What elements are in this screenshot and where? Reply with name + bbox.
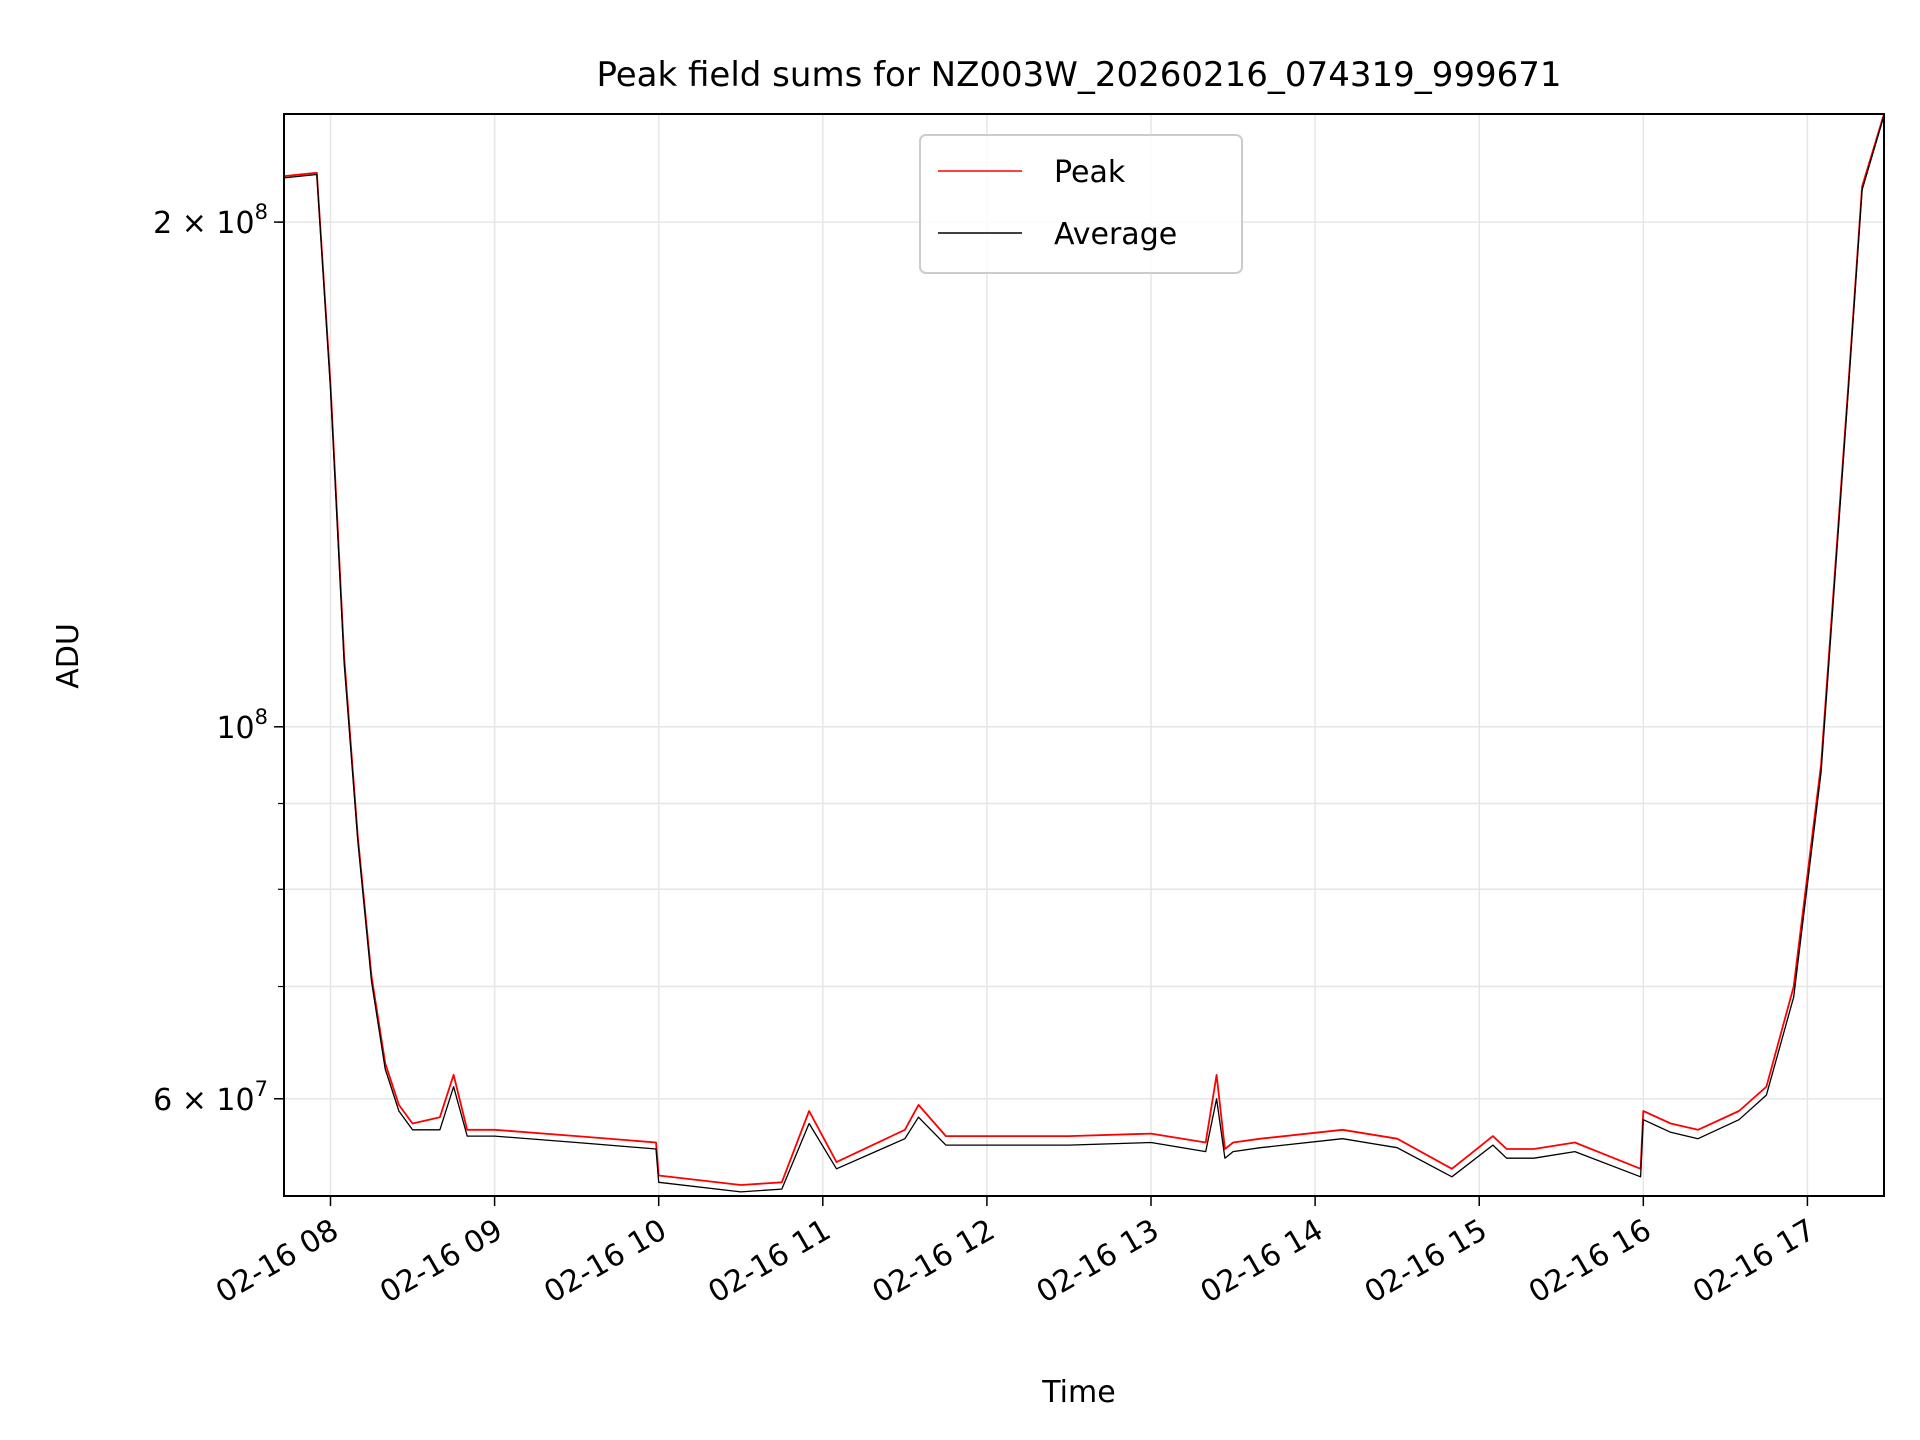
legend-label-average: Average	[1054, 217, 1177, 252]
legend-label-peak: Peak	[1054, 155, 1126, 190]
chart-title: Peak field sums for NZ003W_20260216_0743…	[596, 55, 1561, 95]
legend: Peak Average	[919, 134, 1243, 274]
series-line-average	[283, 115, 1885, 1193]
y-axis-label: ADU	[51, 623, 86, 689]
series-line-peak	[283, 113, 1885, 1186]
x-axis-label: Time	[1041, 1375, 1115, 1410]
legend-box	[919, 134, 1243, 274]
plot-frame	[283, 113, 1885, 1197]
gridlines	[284, 114, 1884, 1196]
y-tick-label: 2 × 108	[153, 200, 268, 241]
y-tick-label: 6 × 107	[153, 1077, 268, 1118]
series-lines	[283, 113, 1885, 1193]
